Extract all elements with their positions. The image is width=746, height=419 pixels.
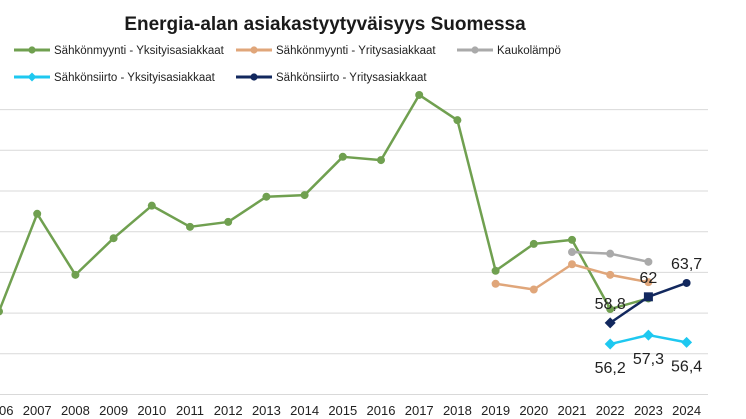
series-layer	[0, 90, 693, 350]
data-point	[147, 201, 156, 210]
data-label: 56,2	[595, 360, 626, 377]
data-point	[0, 307, 3, 316]
data-point	[604, 338, 616, 350]
data-point	[453, 116, 462, 125]
data-labels: 56,2 57,3 56,4 58,8 62 63,7	[595, 256, 703, 377]
data-point	[529, 239, 538, 248]
x-tick-label: 2018	[443, 403, 472, 418]
x-tick-label: 2020	[519, 403, 548, 418]
x-tick-label: 2015	[328, 403, 357, 418]
legend-label: Sähkönmyynti - Yksityisasiakkaat	[54, 45, 225, 57]
legend-marker	[250, 73, 258, 81]
data-point	[568, 260, 576, 269]
data-point	[604, 317, 616, 329]
data-point	[71, 270, 80, 279]
data-point	[529, 285, 538, 294]
data-point	[33, 209, 42, 218]
x-tick-label: 2011	[176, 403, 204, 418]
x-tick-label: 2017	[405, 403, 434, 418]
x-tick-label: 2023	[634, 403, 663, 418]
data-point	[338, 152, 347, 161]
data-point	[682, 278, 691, 287]
data-point	[415, 90, 424, 99]
legend-label: Sähkönsiirto - Yksityisasiakkaat	[54, 72, 216, 84]
legend-marker	[471, 46, 479, 54]
data-point	[606, 270, 615, 279]
data-point	[262, 192, 271, 201]
x-tick-label: 2007	[23, 403, 52, 418]
legend-label: Kaukolämpö	[497, 45, 561, 57]
data-point	[109, 234, 118, 243]
x-tick-label: 2024	[672, 403, 701, 418]
legend-label: Sähkönmyynti - Yritysasiakkaat	[276, 45, 436, 57]
data-point	[681, 336, 693, 348]
series-line	[0, 93, 649, 312]
x-tick-label: 2013	[252, 403, 281, 418]
grid	[0, 109, 708, 395]
x-tick-label: 2019	[481, 403, 510, 418]
data-point	[491, 266, 500, 275]
data-point	[643, 292, 653, 302]
data-point	[377, 156, 385, 165]
x-tick-label: 2006	[0, 403, 13, 418]
legend-marker	[250, 46, 258, 54]
data-label: 58,8	[595, 296, 626, 313]
data-label: 63,7	[671, 256, 702, 273]
legend: Sähkönmyynti - Yksityisasiakkaat Sähkönmy…	[14, 45, 561, 84]
x-tick-label: 2014	[290, 403, 319, 418]
data-point	[300, 191, 309, 200]
chart-title: Energia-alan asiakastyytyväisyys Suomess…	[124, 14, 526, 35]
data-point	[642, 329, 654, 341]
data-point	[491, 279, 500, 288]
data-point	[644, 278, 653, 287]
x-tick-label: 2010	[137, 403, 166, 418]
x-tick-label: 2021	[558, 403, 587, 418]
x-tick-label: 2016	[367, 403, 396, 418]
data-point	[568, 235, 576, 244]
data-point	[606, 305, 615, 314]
data-point	[568, 248, 576, 257]
data-label: 62	[640, 270, 658, 287]
x-tick-label: 2022	[596, 403, 625, 418]
data-label: 56,4	[671, 358, 702, 375]
legend-label: Sähkönsiirto - Yritysasiakkaat	[276, 72, 427, 84]
x-tick-label: 2008	[61, 403, 90, 418]
data-point	[186, 222, 194, 231]
legend-marker	[27, 72, 37, 82]
data-label: 57,3	[633, 351, 664, 368]
x-tick-label: 2009	[99, 403, 128, 418]
x-tick-label: 2012	[214, 403, 243, 418]
data-point	[644, 257, 653, 266]
data-point	[224, 217, 233, 226]
data-point	[606, 249, 615, 258]
legend-marker	[28, 46, 36, 54]
x-axis-ticks: 2006 2007 2008 2009 2010 2011 2012 2013 2014 2015…	[0, 403, 701, 418]
